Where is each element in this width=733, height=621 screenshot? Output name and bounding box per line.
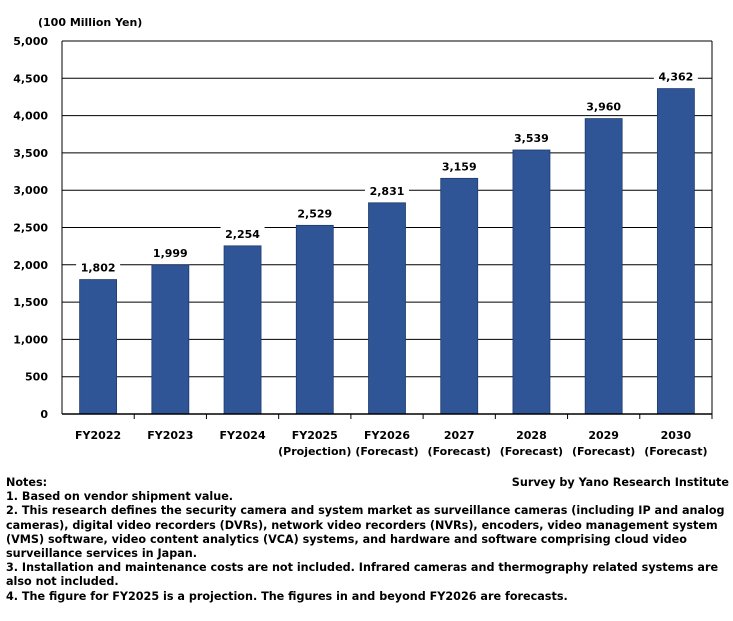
bar [440,177,479,415]
y-tick-label: 1,000 [13,333,48,346]
x-tick-sublabel: (Forecast) [572,445,635,458]
data-label-bg [76,260,121,275]
x-tick-label: FY2026 [364,429,410,442]
y-tick-label: 1,500 [13,296,48,309]
bar [512,149,551,415]
y-tick-label: 2,000 [13,259,48,272]
y-tick-label: 3,000 [13,184,48,197]
x-tick-sublabel: (Forecast) [500,445,563,458]
note-2: 2. This research defines the security ca… [6,504,729,561]
bar [584,118,623,415]
source-credit: Survey by Yano Research Institute [511,476,729,489]
data-label-bg [292,206,337,221]
y-tick-label: 500 [25,371,48,384]
x-tick-label: FY2024 [220,429,266,442]
data-label: 1,802 [81,262,116,275]
y-tick-label: 0 [40,408,48,421]
x-tick-sublabel: (Forecast) [355,445,418,458]
data-label: 1,999 [153,247,188,260]
notes-title: Notes: [6,476,48,489]
data-label-bg [509,130,554,145]
x-tick-sublabel: (Projection) [278,445,351,458]
data-label: 2,831 [370,185,405,198]
x-tick-label: 2030 [661,429,692,442]
x-tick-label: 2028 [516,429,547,442]
notes: Notes: 1. Based on vendor shipment value… [6,476,731,604]
x-tick-label: FY2023 [147,429,193,442]
bar [151,264,190,415]
x-tick-label: FY2022 [75,429,121,442]
data-label: 4,362 [658,71,693,84]
x-tick-sublabel: (Forecast) [644,445,707,458]
x-tick-sublabel: (Forecast) [428,445,491,458]
y-tick-label: 4,500 [13,72,48,85]
x-tick-label: FY2025 [292,429,338,442]
note-3: 3. Installation and maintenance costs ar… [6,561,722,589]
note-1: 1. Based on vendor shipment value. [6,490,234,504]
bar [656,88,695,415]
x-tick-label: 2029 [588,429,619,442]
y-axis-label: (100 Million Yen) [38,16,142,29]
y-tick-label: 2,500 [13,222,48,235]
note-4: 4. The figure for FY2025 is a projection… [6,589,568,603]
x-tick-label: 2027 [444,429,475,442]
y-tick-label: 4,000 [13,110,48,123]
bar [223,245,262,415]
y-tick-label: 5,000 [13,35,48,48]
data-label: 3,159 [442,160,477,173]
data-label: 2,254 [225,228,260,241]
data-label-bg [220,226,265,241]
data-label-bg [581,99,626,114]
data-label: 3,960 [586,101,621,114]
bar [79,279,118,415]
data-label-bg [437,159,482,174]
bar [368,202,406,415]
data-label-bg [653,69,698,84]
data-label-bg [365,183,409,198]
data-label: 2,529 [297,207,332,220]
data-label-bg [148,245,193,260]
bar-chart: (100 Million Yen) 0 500 1,000 1,500 2,000 2,50… [13,16,713,458]
bar [295,224,334,415]
data-label: 3,539 [514,132,549,145]
y-tick-label: 3,500 [13,147,48,160]
